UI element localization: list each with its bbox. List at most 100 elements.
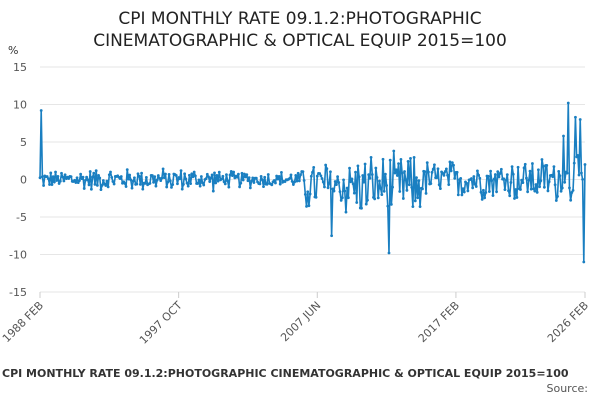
data-point bbox=[337, 181, 341, 184]
data-point bbox=[395, 174, 399, 177]
data-point bbox=[50, 183, 54, 187]
data-point bbox=[87, 183, 91, 187]
data-point bbox=[262, 185, 265, 189]
data-point bbox=[570, 191, 574, 194]
data-point bbox=[57, 182, 61, 185]
data-point bbox=[577, 173, 581, 177]
data-point bbox=[252, 181, 256, 184]
x-tick-label: 2026 FEB bbox=[545, 299, 591, 345]
chart-title-line-2: CINEMATOGRAPHIC & OPTICAL EQUIP 2015=100 bbox=[93, 31, 507, 51]
data-point bbox=[516, 165, 520, 169]
data-point bbox=[110, 175, 114, 179]
data-point bbox=[424, 191, 428, 195]
data-point bbox=[235, 175, 239, 179]
data-point bbox=[531, 162, 534, 165]
data-point bbox=[394, 168, 398, 172]
data-point bbox=[152, 180, 155, 184]
data-point bbox=[355, 201, 359, 204]
data-point bbox=[559, 189, 563, 193]
data-point bbox=[412, 156, 416, 159]
data-point bbox=[484, 191, 488, 194]
data-point bbox=[418, 205, 422, 209]
data-point bbox=[277, 175, 281, 178]
data-point bbox=[493, 173, 497, 176]
data-point bbox=[311, 170, 314, 174]
data-point bbox=[158, 176, 161, 180]
data-point bbox=[58, 179, 62, 183]
data-point bbox=[73, 178, 77, 182]
data-point bbox=[534, 183, 538, 186]
data-point bbox=[343, 189, 347, 193]
data-point bbox=[540, 158, 544, 161]
data-point bbox=[259, 174, 263, 178]
data-point bbox=[207, 175, 210, 179]
data-point bbox=[272, 179, 276, 182]
data-point bbox=[572, 161, 576, 165]
data-point bbox=[239, 181, 243, 185]
data-point bbox=[331, 187, 335, 191]
data-point bbox=[415, 176, 418, 180]
data-point bbox=[527, 178, 531, 182]
data-point bbox=[525, 176, 528, 180]
data-point bbox=[413, 199, 417, 203]
data-point bbox=[231, 174, 234, 178]
data-point bbox=[321, 180, 325, 184]
data-point bbox=[477, 173, 481, 177]
data-point bbox=[417, 179, 421, 183]
data-point bbox=[265, 182, 269, 186]
data-point bbox=[333, 180, 337, 183]
data-point bbox=[40, 175, 44, 179]
data-point bbox=[536, 168, 540, 172]
data-point bbox=[507, 189, 510, 193]
chart-title-line-1: CPI MONTHLY RATE 09.1.2:PHOTOGRAPHIC bbox=[118, 9, 482, 29]
data-point bbox=[568, 186, 571, 190]
data-point bbox=[430, 170, 434, 174]
data-point bbox=[324, 163, 328, 167]
data-point bbox=[242, 172, 246, 176]
data-point bbox=[393, 171, 397, 175]
data-point bbox=[462, 190, 466, 194]
data-point bbox=[275, 174, 279, 178]
data-point bbox=[400, 171, 404, 175]
data-point bbox=[368, 176, 372, 180]
data-point bbox=[112, 182, 116, 186]
data-point bbox=[340, 196, 344, 200]
data-point bbox=[354, 170, 357, 174]
data-point bbox=[109, 170, 112, 174]
data-point bbox=[188, 173, 191, 177]
data-point bbox=[449, 169, 453, 173]
data-point bbox=[437, 183, 441, 187]
data-point bbox=[459, 176, 463, 180]
data-point bbox=[453, 176, 457, 180]
data-point bbox=[305, 204, 308, 208]
data-point bbox=[166, 180, 170, 184]
data-point bbox=[260, 178, 264, 182]
data-point bbox=[473, 182, 477, 186]
data-point bbox=[100, 183, 104, 187]
data-point bbox=[124, 185, 128, 188]
data-point bbox=[191, 175, 195, 179]
data-point bbox=[504, 178, 508, 182]
data-point bbox=[554, 199, 558, 202]
data-point bbox=[182, 182, 185, 186]
data-point bbox=[452, 163, 455, 167]
data-point bbox=[137, 174, 141, 178]
data-point bbox=[210, 173, 214, 177]
data-point bbox=[123, 181, 127, 185]
data-point bbox=[357, 175, 361, 179]
y-axis-ticks: 15 10 5 0 -5 -10 -15 bbox=[9, 61, 27, 299]
x-tick-label: 2007 JUN bbox=[278, 299, 323, 344]
data-point bbox=[423, 170, 427, 174]
data-point bbox=[105, 179, 109, 183]
data-point bbox=[160, 176, 164, 180]
data-point bbox=[385, 184, 388, 187]
data-point bbox=[302, 179, 306, 182]
data-point bbox=[118, 177, 122, 180]
data-point bbox=[404, 178, 408, 182]
data-point bbox=[306, 190, 310, 194]
data-point bbox=[336, 175, 339, 179]
data-point bbox=[398, 190, 402, 193]
data-point bbox=[183, 172, 187, 176]
data-point bbox=[106, 185, 110, 189]
data-point bbox=[456, 193, 460, 197]
